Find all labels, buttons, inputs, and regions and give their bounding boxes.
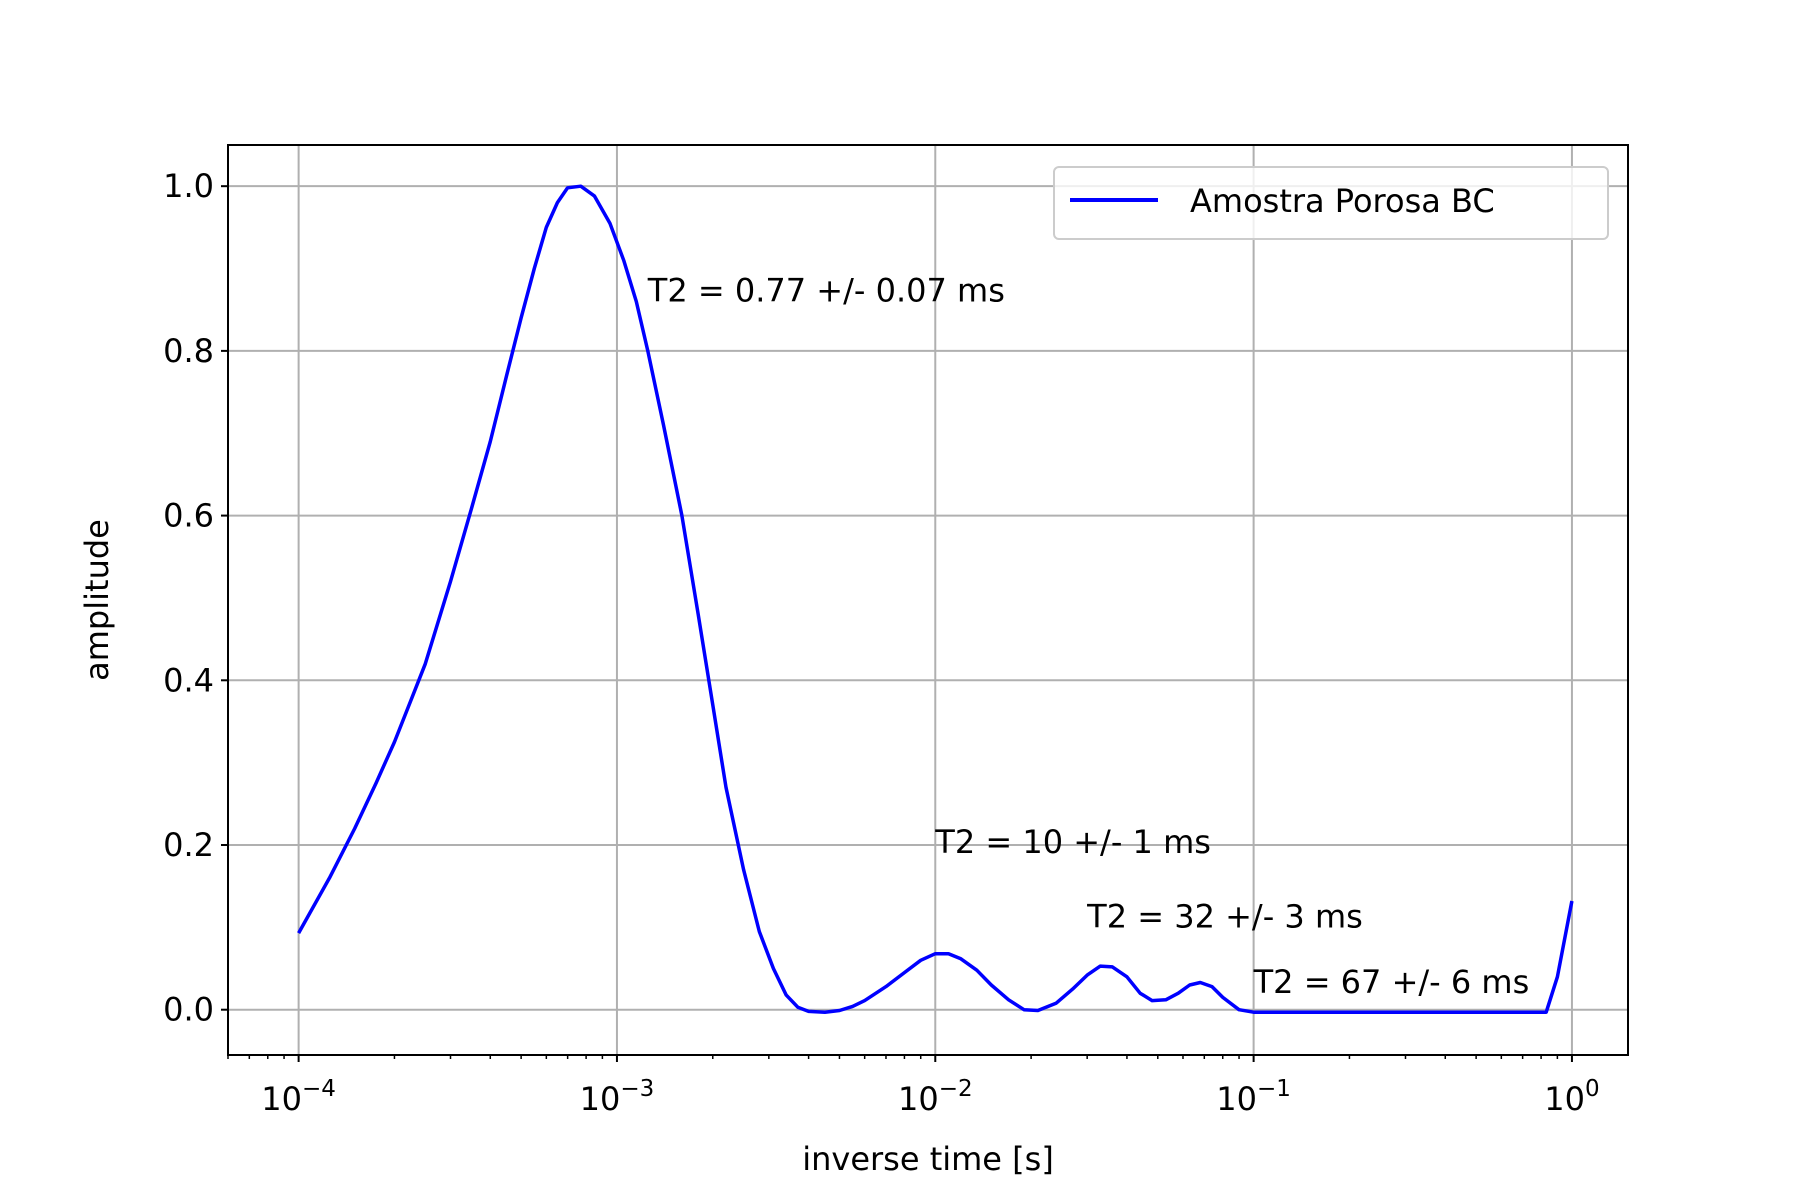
y-tick-label: 0.0 [163, 991, 214, 1029]
annotation-label: T2 = 10 +/- 1 ms [934, 823, 1211, 861]
series-layer [297, 184, 1574, 1014]
axis-ticks: 10−4 10−3 10−2 10−1 100 0.0 0.2 0.4 0.6 0.8 1.0 [163, 167, 1600, 1118]
legend: Amostra Porosa BC [1053, 166, 1609, 240]
annotation-label: T2 = 67 +/- 6 ms [1253, 963, 1530, 1001]
x-tick-label: 10−2 [898, 1076, 973, 1118]
x-tick-label: 10−1 [1216, 1076, 1291, 1118]
plot-area-frame [227, 144, 1629, 1056]
y-tick-label: 0.4 [163, 661, 214, 699]
legend-box [1053, 166, 1609, 240]
x-tick-label: 10−3 [580, 1076, 655, 1118]
y-tick-label: 0.2 [163, 826, 214, 864]
x-tick-label: 10−4 [261, 1076, 336, 1118]
y-tick-label: 0.6 [163, 497, 214, 535]
series-line [297, 184, 1574, 1014]
y-tick-label: 1.0 [163, 167, 214, 205]
annotations: T2 = 0.77 +/- 0.07 ms T2 = 10 +/- 1 ms T2 … [647, 271, 1529, 1001]
y-tick-label: 0.8 [163, 332, 214, 370]
annotation-label: T2 = 0.77 +/- 0.07 ms [647, 271, 1005, 309]
legend-label: Amostra Porosa BC [1190, 182, 1495, 220]
x-tick-label: 100 [1544, 1076, 1599, 1118]
annotation-label: T2 = 32 +/- 3 ms [1086, 897, 1363, 935]
y-axis-title: amplitude [78, 519, 116, 681]
x-axis-title: inverse time [s] [802, 1140, 1054, 1178]
